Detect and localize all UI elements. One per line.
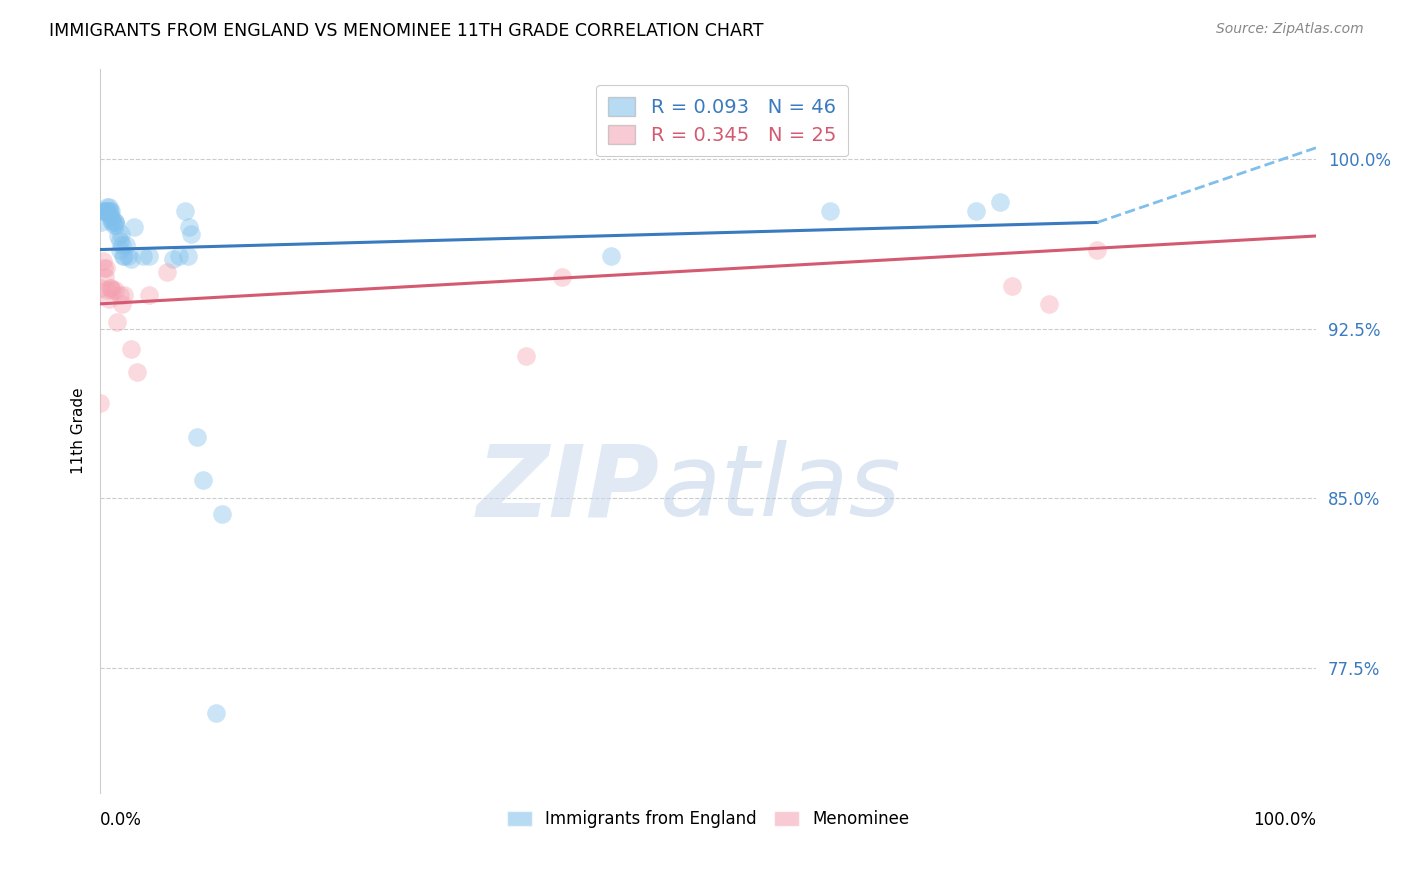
- Point: [177, 219, 200, 234]
- Point: [96, 204, 118, 219]
- Y-axis label: 11th Grade: 11th Grade: [72, 387, 86, 474]
- Point: [97, 293, 120, 307]
- Point: [211, 508, 233, 522]
- Point: [515, 349, 537, 363]
- Point: [98, 204, 121, 219]
- Point: [97, 204, 120, 219]
- Point: [120, 342, 142, 356]
- Point: [125, 365, 148, 379]
- Text: 0.0%: 0.0%: [100, 811, 142, 829]
- Point: [1085, 243, 1108, 257]
- Point: [167, 249, 190, 263]
- Point: [131, 249, 153, 263]
- Point: [96, 200, 118, 214]
- Point: [96, 204, 118, 219]
- Point: [162, 252, 184, 266]
- Point: [818, 204, 841, 219]
- Point: [186, 430, 208, 444]
- Point: [90, 281, 112, 295]
- Point: [100, 213, 122, 227]
- Point: [103, 218, 125, 232]
- Point: [98, 209, 121, 223]
- Point: [111, 297, 134, 311]
- Point: [91, 204, 114, 219]
- Point: [104, 218, 127, 232]
- Point: [101, 283, 124, 297]
- Point: [98, 281, 121, 295]
- Point: [120, 252, 142, 266]
- Point: [108, 243, 131, 257]
- Point: [117, 249, 139, 263]
- Point: [96, 260, 118, 275]
- Point: [100, 204, 122, 219]
- Point: [107, 229, 129, 244]
- Point: [90, 215, 112, 229]
- Point: [1001, 278, 1024, 293]
- Legend: Immigrants from England, Menominee: Immigrants from England, Menominee: [501, 804, 915, 835]
- Point: [104, 215, 127, 229]
- Point: [108, 234, 131, 248]
- Point: [114, 238, 136, 252]
- Point: [104, 215, 127, 229]
- Point: [551, 269, 574, 284]
- Point: [110, 227, 132, 241]
- Text: Source: ZipAtlas.com: Source: ZipAtlas.com: [1216, 22, 1364, 37]
- Point: [93, 260, 115, 275]
- Point: [122, 219, 145, 234]
- Point: [105, 315, 128, 329]
- Text: ZIP: ZIP: [477, 440, 659, 537]
- Point: [988, 194, 1011, 209]
- Point: [89, 396, 111, 410]
- Text: 100.0%: 100.0%: [1253, 811, 1316, 829]
- Point: [104, 283, 127, 297]
- Point: [204, 706, 226, 721]
- Point: [108, 288, 131, 302]
- Point: [599, 249, 621, 263]
- Point: [193, 474, 215, 488]
- Point: [96, 283, 118, 297]
- Point: [111, 238, 134, 252]
- Point: [97, 200, 120, 214]
- Point: [101, 211, 124, 225]
- Point: [91, 253, 114, 268]
- Point: [94, 269, 117, 284]
- Point: [174, 204, 197, 219]
- Point: [138, 288, 160, 302]
- Point: [176, 249, 198, 263]
- Point: [114, 288, 136, 302]
- Point: [965, 204, 987, 219]
- Point: [93, 204, 115, 219]
- Point: [100, 281, 122, 295]
- Point: [112, 249, 135, 263]
- Point: [156, 265, 179, 279]
- Point: [114, 249, 136, 263]
- Point: [1038, 297, 1060, 311]
- Text: IMMIGRANTS FROM ENGLAND VS MENOMINEE 11TH GRADE CORRELATION CHART: IMMIGRANTS FROM ENGLAND VS MENOMINEE 11T…: [49, 22, 763, 40]
- Point: [101, 215, 124, 229]
- Text: atlas: atlas: [659, 440, 901, 537]
- Point: [180, 227, 202, 241]
- Point: [94, 204, 117, 219]
- Point: [138, 249, 160, 263]
